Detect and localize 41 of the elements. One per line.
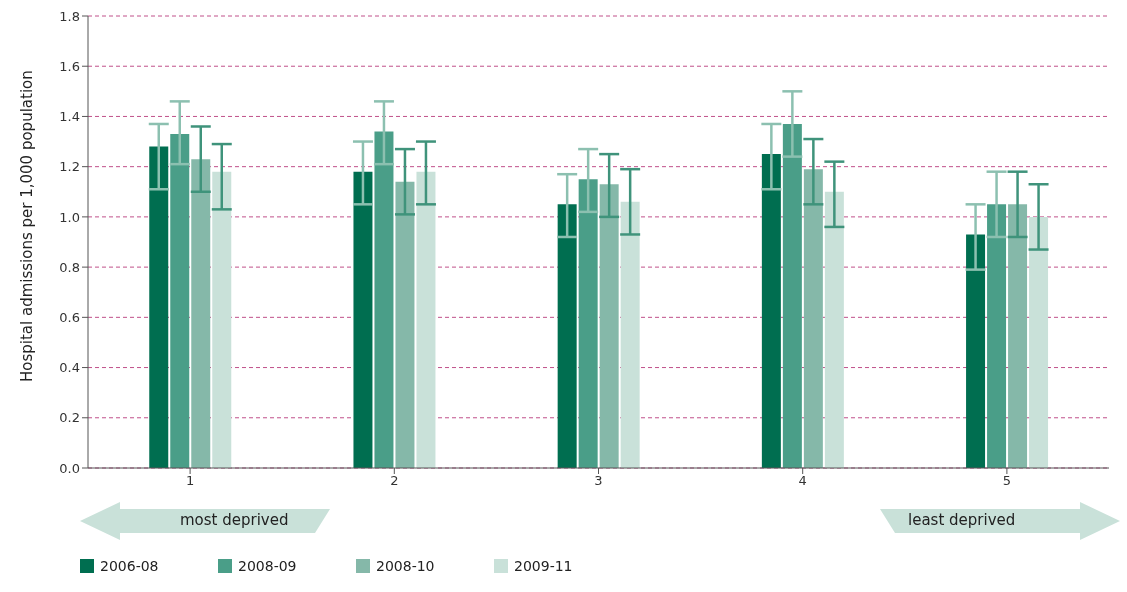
x-tick-label: 5 xyxy=(1002,473,1012,489)
y-tick-label: 1.2 xyxy=(59,159,80,175)
y-tick-label: 1.0 xyxy=(59,209,80,225)
bar xyxy=(803,169,823,468)
x-tick-label: 1 xyxy=(185,473,195,489)
bar xyxy=(578,179,598,468)
bar xyxy=(353,171,373,468)
legend-label: 2008-10 xyxy=(376,558,435,574)
text: least deprived xyxy=(908,511,1016,529)
bar xyxy=(170,134,190,468)
y-tick-label: 0.8 xyxy=(59,259,80,275)
bar xyxy=(761,154,781,468)
bar xyxy=(782,123,802,468)
legend-label: 2008-09 xyxy=(238,558,297,574)
y-tick-label: 1.4 xyxy=(59,109,80,125)
x-tick-label: 4 xyxy=(798,473,807,489)
bar xyxy=(212,171,232,468)
y-tick-label: 1.6 xyxy=(59,58,80,74)
bar xyxy=(395,181,415,468)
legend-label: 2006-08 xyxy=(100,558,159,574)
bar xyxy=(149,146,169,468)
y-tick-label: 0.6 xyxy=(59,309,80,325)
bar xyxy=(557,204,577,468)
y-tick-label: 1.8 xyxy=(59,8,80,24)
bar xyxy=(1008,204,1028,468)
bar xyxy=(987,204,1007,468)
bar xyxy=(599,184,619,468)
y-tick-label: 0.0 xyxy=(59,460,80,476)
bar xyxy=(374,131,394,468)
text: most deprived xyxy=(180,511,289,529)
bar xyxy=(1029,216,1049,468)
y-axis-title: Hospital admissions per 1,000 population xyxy=(18,70,37,382)
x-tick-label: 2 xyxy=(390,473,399,489)
bar xyxy=(620,201,640,468)
bar xyxy=(966,234,986,468)
bar xyxy=(416,171,436,468)
legend-label: 2009-11 xyxy=(514,558,573,574)
y-tick-label: 0.2 xyxy=(59,410,80,426)
x-tick-label: 3 xyxy=(594,473,603,489)
bar xyxy=(824,191,844,468)
y-tick-label: 0.4 xyxy=(59,360,80,376)
